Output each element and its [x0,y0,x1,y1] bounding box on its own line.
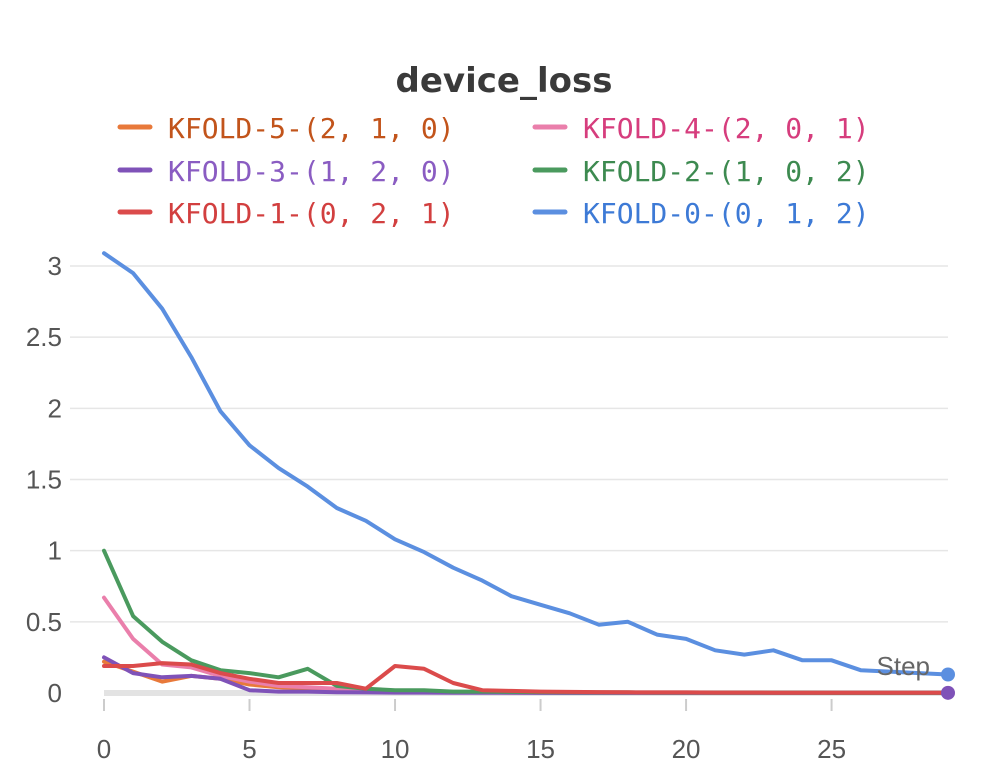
y-tick-label: 2.5 [26,322,62,352]
y-tick-label: 0 [48,678,62,708]
legend-label: KFOLD-5-(2, 1, 0) [168,112,455,145]
series-line-1 [102,595,950,695]
legend-item[interactable]: KFOLD-3-(1, 2, 0) [117,155,455,188]
y-tick-label: 0.5 [26,607,62,637]
x-tick-label: 20 [672,734,701,764]
chart-title: device_loss [396,61,613,101]
legend-label: KFOLD-4-(2, 0, 1) [583,112,870,145]
legend-label: KFOLD-3-(1, 2, 0) [168,155,455,188]
y-tick-label: 1 [48,536,62,566]
series-line-5 [102,251,950,677]
legend: KFOLD-5-(2, 1, 0) KFOLD-4-(2, 0, 1) KFOLD-… [117,112,870,230]
legend-item[interactable]: KFOLD-5-(2, 1, 0) [117,112,455,145]
y-tick-label: 3 [48,251,62,281]
x-axis-label: Step [877,651,931,681]
grid-lines [70,265,948,696]
series-lines [102,251,950,695]
x-tick-label: 0 [97,734,111,764]
legend-item[interactable]: KFOLD-1-(0, 2, 1) [117,197,455,230]
series-end-markers [941,667,955,700]
legend-item[interactable]: KFOLD-2-(1, 0, 2) [532,155,870,188]
x-tick-label: 25 [817,734,846,764]
y-tick-label: 1.5 [26,465,62,495]
series-end-point [941,685,955,700]
legend-label: KFOLD-1-(0, 2, 1) [168,197,455,230]
x-axis: 0 5 10 15 20 25 [97,699,846,764]
y-tick-label: 2 [48,393,62,423]
legend-item[interactable]: KFOLD-4-(2, 0, 1) [532,112,870,145]
series-line-4 [102,661,950,695]
x-tick-label: 10 [381,734,410,764]
legend-item[interactable]: KFOLD-0-(0, 1, 2) [532,197,870,230]
x-tick-label: 15 [526,734,555,764]
y-axis: 0 0.5 1 1.5 2 2.5 3 [26,251,62,708]
legend-label: KFOLD-2-(1, 0, 2) [583,155,870,188]
series-end-point [941,667,955,682]
x-tick-label: 5 [242,734,256,764]
legend-label: KFOLD-0-(0, 1, 2) [583,197,870,230]
